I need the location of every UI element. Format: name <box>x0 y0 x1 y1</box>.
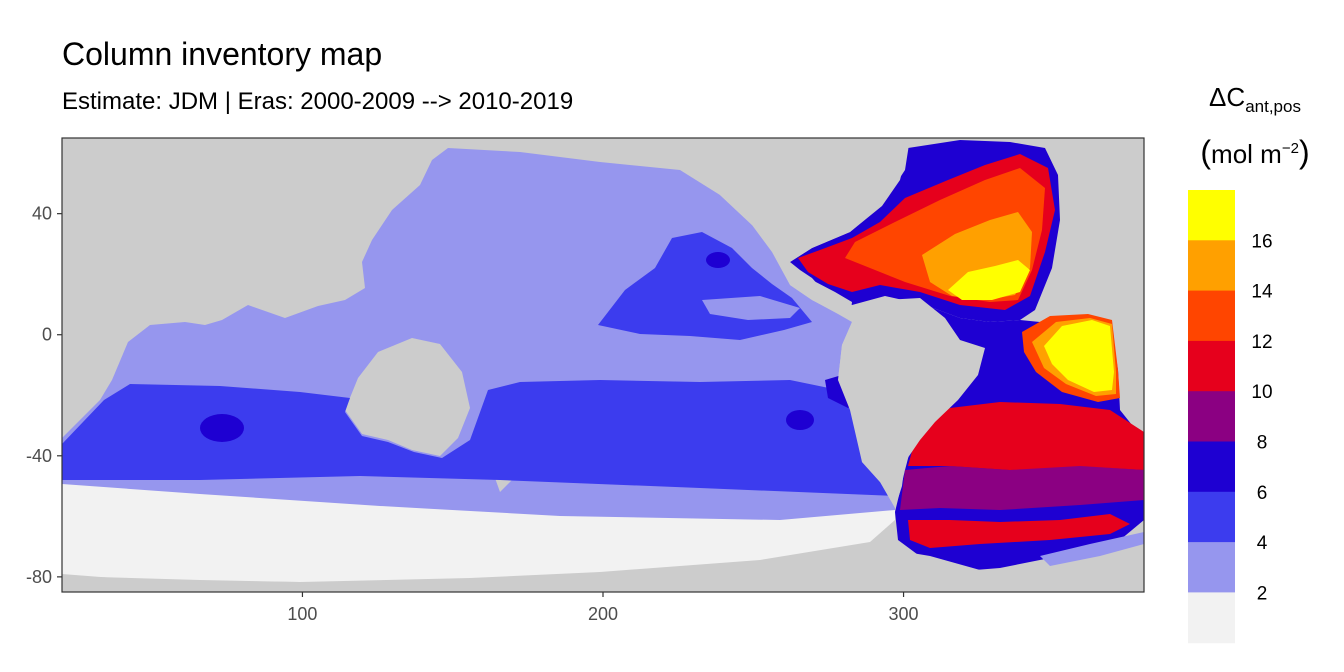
legend-label: 8 <box>1257 433 1268 454</box>
legend-title-unit: (mol m−2) <box>1180 134 1330 171</box>
legend-unit-close: ) <box>1298 134 1310 170</box>
legend-label: 10 <box>1251 382 1272 403</box>
legend-label: 16 <box>1251 231 1272 252</box>
x-tick-label: 200 <box>588 604 618 624</box>
x-tick-label: 100 <box>287 604 317 624</box>
y-tick-label: 0 <box>42 325 52 345</box>
legend-color-bin <box>1188 441 1235 493</box>
legend-color-bin <box>1188 391 1235 442</box>
legend-color-bin <box>1188 542 1235 593</box>
legend-unit-superscript: −2 <box>1281 140 1299 157</box>
legend-label: 6 <box>1257 483 1268 504</box>
central-america-land <box>790 280 852 318</box>
map-panel <box>62 138 1144 592</box>
pacific-equatorial-light-band <box>702 296 800 320</box>
antarctica-land <box>62 540 1144 592</box>
legend-unit-base: mol m <box>1211 139 1282 169</box>
legend-unit-open: ( <box>1200 134 1212 170</box>
legend-color-bin <box>1188 340 1235 392</box>
legend-color-bin <box>1188 491 1235 543</box>
legend-title-subscript: ant,pos <box>1245 97 1301 116</box>
legend-label: 12 <box>1251 332 1272 353</box>
legend-label: 4 <box>1257 533 1268 554</box>
north-pacific-pocket <box>706 252 730 268</box>
legend-color-bin <box>1188 190 1235 241</box>
y-tick-label: -80 <box>26 567 52 587</box>
south-pacific-pocket <box>786 410 814 430</box>
legend-color-bin <box>1188 592 1235 644</box>
south-atlantic-red-lower <box>908 514 1130 548</box>
legend-label: 2 <box>1257 583 1268 604</box>
legend-color-bin <box>1188 290 1235 342</box>
indian-ocean-pocket <box>200 414 244 442</box>
south-atlantic-purple-band <box>900 465 1144 510</box>
legend-title-symbol: ΔCant,pos <box>1180 82 1330 117</box>
south-atlantic-red-band <box>908 402 1144 470</box>
legend: 16 14 12 10 8 6 4 2 <box>1188 190 1273 644</box>
x-axis: 100 200 300 <box>287 592 919 624</box>
y-axis: 40 0 -40 -80 <box>26 204 62 587</box>
southern-indo-pacific-band <box>62 380 895 496</box>
y-tick-label: 40 <box>32 204 52 224</box>
north-america-land <box>720 138 910 262</box>
legend-title-main: ΔC <box>1209 82 1246 112</box>
weddell-sea-light <box>1040 532 1144 566</box>
chart-subtitle: Estimate: JDM | Eras: 2000-2009 --> 2010… <box>62 88 574 115</box>
chart-title: Column inventory map <box>62 36 383 72</box>
south-america-land <box>838 298 985 508</box>
y-tick-label: -40 <box>26 446 52 466</box>
x-tick-label: 300 <box>889 604 919 624</box>
greenland-land <box>1048 140 1144 188</box>
legend-color-bin <box>1188 240 1235 292</box>
legend-label: 14 <box>1251 282 1273 303</box>
tropical-atlantic-yellow <box>1044 320 1114 392</box>
australia-land <box>345 338 470 456</box>
north-atlantic-yellow <box>948 260 1030 300</box>
